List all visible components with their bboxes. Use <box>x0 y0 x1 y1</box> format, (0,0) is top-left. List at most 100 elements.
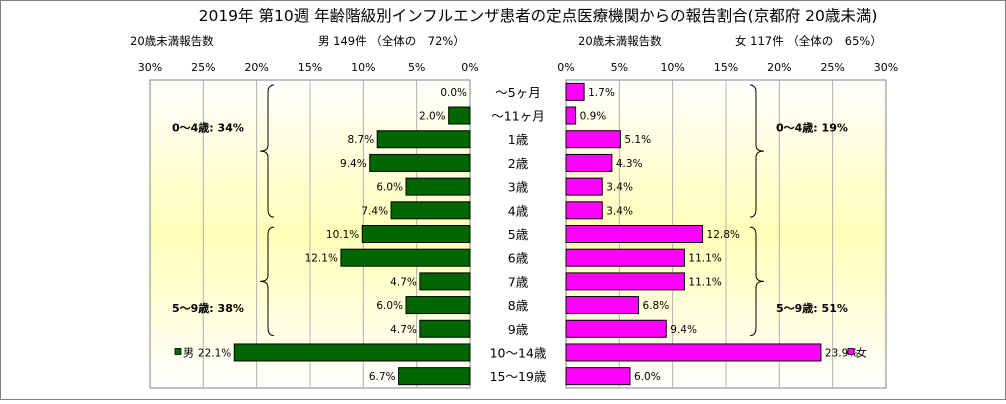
left-tick-label: 15% <box>298 61 322 74</box>
left-tick-label: 30% <box>138 61 162 74</box>
left-value-label: 0.0% <box>440 87 467 99</box>
right-value-label: 0.9% <box>580 111 607 123</box>
right-value-label: 11.1% <box>688 276 721 288</box>
category-label: 1歳 <box>508 132 529 147</box>
right-panel: 0% 5% 10% 15% 20% 25% 30% 20歳未満報告数 女 117件 （全体の 6… <box>557 34 898 389</box>
right-bar <box>565 82 585 101</box>
category-label: 5歳 <box>508 227 529 242</box>
category-label: ～11ヶ月 <box>491 109 544 124</box>
category-labels: ～5ヶ月 ～11ヶ月 1歳 2歳 3歳 4歳 5歳 6歳 7歳 8歳 9歳 10～14歳 15～19歳 <box>490 85 547 384</box>
left-bar <box>405 177 471 196</box>
right-group-label: 0～4歳: 19% <box>776 120 848 134</box>
category-label: 8歳 <box>508 298 529 313</box>
left-bar <box>448 106 471 125</box>
left-bar <box>369 153 471 172</box>
left-value-label: 2.0% <box>419 111 446 123</box>
left-legend-label: 男 <box>183 346 194 359</box>
right-value-label: 3.4% <box>606 205 633 217</box>
right-bar <box>565 319 667 338</box>
category-label: 2歳 <box>508 156 529 171</box>
right-bar <box>565 272 685 291</box>
category-label: 4歳 <box>508 203 529 218</box>
right-value-label: 3.4% <box>606 182 633 194</box>
right-value-label: 6.8% <box>643 300 670 312</box>
left-bar <box>233 343 471 362</box>
left-bar <box>340 248 471 267</box>
right-bar <box>565 296 640 315</box>
right-value-label: 4.3% <box>616 158 643 170</box>
right-value-label: 9.4% <box>670 324 697 336</box>
left-header-total: 男 149件 （全体の 72%） <box>318 34 465 48</box>
left-tick-label: 20% <box>244 61 268 74</box>
category-label: 3歳 <box>508 180 529 195</box>
chart-title: 2019年 第10週 年齢階級別インフルエンザ患者の定点医療機関からの報告割合(… <box>199 7 878 25</box>
left-bar <box>419 272 471 291</box>
right-tick-label: 5% <box>611 61 628 74</box>
right-tick-label: 0% <box>557 61 574 74</box>
right-bar <box>565 367 631 386</box>
left-tick-label: 25% <box>191 61 215 74</box>
left-bar <box>376 130 471 149</box>
right-bar <box>565 343 822 362</box>
right-group-brace <box>749 84 765 218</box>
category-label: 9歳 <box>508 322 529 337</box>
right-header-count-label: 20歳未満報告数 <box>578 34 662 48</box>
left-bar <box>390 201 471 220</box>
category-label: 6歳 <box>508 251 529 266</box>
left-value-label: 6.0% <box>376 182 403 194</box>
right-value-label: 6.0% <box>634 371 661 383</box>
right-tick-label: 25% <box>820 61 844 74</box>
left-group-brace <box>259 226 275 337</box>
right-value-label: 12.8% <box>707 229 740 241</box>
left-group-label: 5～9歳: 38% <box>172 301 244 315</box>
right-tick-label: 10% <box>660 61 684 74</box>
right-group-brace <box>749 226 765 337</box>
left-group-brace <box>259 84 275 218</box>
left-bar <box>405 296 471 315</box>
right-tick-label: 30% <box>874 61 898 74</box>
right-value-label: 5.1% <box>624 134 651 146</box>
category-label: 7歳 <box>508 274 529 289</box>
right-bar <box>565 153 613 172</box>
category-label: 10～14歳 <box>490 345 547 360</box>
left-value-label: 4.7% <box>390 324 417 336</box>
left-tick-label: 5% <box>408 61 425 74</box>
right-legend-label: 女 <box>856 345 867 359</box>
left-bar <box>419 319 471 338</box>
left-panel: 30% 25% 20% 15% 10% 5% 0% 20歳未満報告数 男 149件 （全体の 7… <box>130 34 479 389</box>
left-value-label: 7.4% <box>361 205 388 217</box>
left-legend-swatch <box>174 348 182 355</box>
left-value-label: 8.7% <box>348 134 375 146</box>
right-tick-label: 15% <box>714 61 738 74</box>
left-header-count-label: 20歳未満報告数 <box>130 34 214 48</box>
left-tick-label: 0% <box>461 61 478 74</box>
right-group-label: 5～9歳: 51% <box>776 301 848 315</box>
left-value-label: 4.7% <box>390 276 417 288</box>
right-value-label: 1.7% <box>588 87 615 99</box>
right-bar <box>565 225 704 243</box>
left-bar <box>361 225 471 243</box>
category-label: 15～19歳 <box>490 369 547 384</box>
left-value-label: 22.1% <box>198 347 231 359</box>
category-label: ～5ヶ月 <box>495 85 540 100</box>
left-bar <box>398 367 471 386</box>
right-legend-swatch <box>847 348 855 355</box>
left-value-label: 10.1% <box>326 229 359 241</box>
right-bar <box>565 201 603 220</box>
right-bar <box>565 106 577 125</box>
right-header-total: 女 117件 （全体の 65%） <box>735 34 882 48</box>
left-tick-label: 10% <box>351 61 375 74</box>
right-value-label: 11.1% <box>688 253 721 265</box>
right-bar <box>565 177 603 196</box>
right-bar <box>565 248 685 267</box>
right-bar <box>565 130 621 149</box>
left-group-label: 0～4歳: 34% <box>172 120 244 134</box>
left-value-label: 9.4% <box>340 158 367 170</box>
left-value-label: 12.1% <box>305 253 338 265</box>
left-value-label: 6.0% <box>376 300 403 312</box>
left-value-label: 6.7% <box>369 371 396 383</box>
right-tick-label: 20% <box>767 61 791 74</box>
